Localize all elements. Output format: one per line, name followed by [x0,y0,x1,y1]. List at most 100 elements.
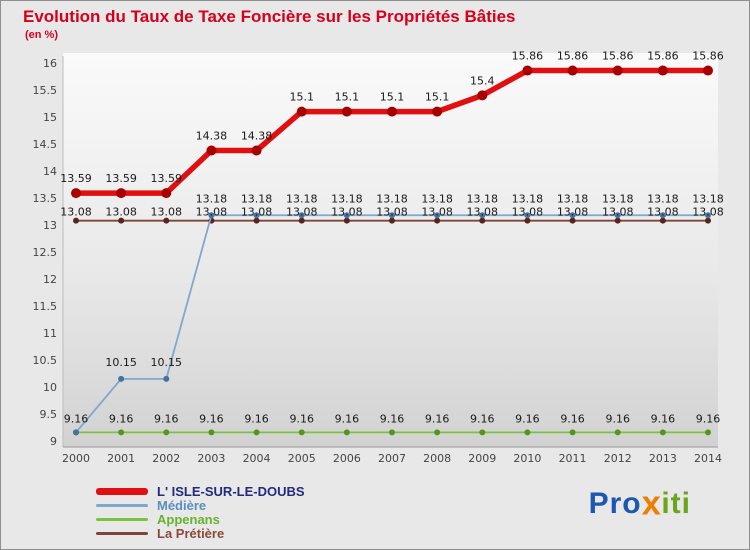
svg-text:13.08: 13.08 [647,206,679,219]
svg-text:13.08: 13.08 [286,206,318,219]
svg-text:2011: 2011 [559,452,587,465]
svg-text:13.18: 13.18 [331,192,363,205]
svg-text:13.08: 13.08 [196,206,228,219]
legend-label-pretiere: La Prétière [157,525,225,541]
svg-text:2005: 2005 [288,452,316,465]
svg-text:11.5: 11.5 [33,300,58,313]
logo-text-x: x [641,484,662,523]
svg-text:13.18: 13.18 [286,192,318,205]
svg-text:2009: 2009 [468,452,496,465]
legend: L' ISLE-SUR-LE-DOUBS Médière Appenans La… [96,483,305,541]
chart-title: Evolution du Taux de Taxe Foncière sur l… [23,7,516,26]
svg-text:9.16: 9.16 [380,412,405,425]
svg-text:15.1: 15.1 [380,91,405,104]
svg-text:15.86: 15.86 [692,50,724,63]
legend-item: Médière [96,497,305,513]
svg-text:13.08: 13.08 [512,206,544,219]
svg-text:2012: 2012 [604,452,632,465]
legend-label-appenans: Appenans [157,511,220,527]
svg-text:2006: 2006 [333,452,361,465]
svg-text:15.86: 15.86 [602,50,634,63]
svg-text:13.59: 13.59 [60,172,92,185]
svg-text:10.15: 10.15 [151,356,183,369]
svg-text:13.5: 13.5 [33,192,58,205]
svg-text:9.16: 9.16 [335,412,360,425]
svg-text:13.08: 13.08 [151,206,183,219]
svg-text:2004: 2004 [243,452,271,465]
legend-item: Appenans [96,511,305,527]
svg-text:9.16: 9.16 [244,412,269,425]
svg-text:2000: 2000 [62,452,90,465]
svg-text:13.18: 13.18 [241,192,273,205]
svg-text:2010: 2010 [513,452,541,465]
svg-text:13.08: 13.08 [557,206,589,219]
proxiti-logo: Proxiti [589,484,691,523]
svg-text:9: 9 [50,435,57,448]
svg-text:13.59: 13.59 [151,172,183,185]
plot-background [63,53,718,447]
svg-text:9.16: 9.16 [470,412,495,425]
svg-text:13.08: 13.08 [376,206,408,219]
legend-swatch-mediere [96,503,148,507]
svg-text:12: 12 [43,273,57,286]
svg-text:13.08: 13.08 [60,206,92,219]
svg-text:15.1: 15.1 [425,91,450,104]
svg-text:13.18: 13.18 [692,192,724,205]
svg-text:10.15: 10.15 [105,356,137,369]
svg-text:2001: 2001 [107,452,135,465]
legend-label-isle: L' ISLE-SUR-LE-DOUBS [157,483,305,499]
svg-text:9.16: 9.16 [651,412,676,425]
chart-subtitle: (en %) [25,29,58,41]
svg-text:13.18: 13.18 [557,192,589,205]
svg-text:2008: 2008 [423,452,451,465]
svg-text:13.18: 13.18 [602,192,634,205]
svg-text:2002: 2002 [152,452,180,465]
svg-text:15.1: 15.1 [335,91,360,104]
svg-text:13.18: 13.18 [196,192,228,205]
svg-text:9.16: 9.16 [154,412,179,425]
svg-text:12.5: 12.5 [33,246,58,259]
svg-text:13.08: 13.08 [467,206,499,219]
svg-text:15.5: 15.5 [33,84,58,97]
svg-text:13: 13 [43,219,57,232]
svg-text:15: 15 [43,111,57,124]
logo-text-iti: iti [661,487,691,520]
svg-text:9.16: 9.16 [696,412,721,425]
svg-text:2003: 2003 [197,452,225,465]
svg-text:9.16: 9.16 [515,412,540,425]
svg-text:9.16: 9.16 [425,412,450,425]
svg-text:13.08: 13.08 [421,206,453,219]
svg-text:9.16: 9.16 [64,412,89,425]
legend-item: L' ISLE-SUR-LE-DOUBS [96,483,305,499]
svg-text:15.86: 15.86 [512,50,544,63]
svg-text:2007: 2007 [378,452,406,465]
svg-text:9.16: 9.16 [289,412,314,425]
svg-text:10: 10 [43,381,57,394]
svg-text:15.4: 15.4 [470,74,495,87]
svg-text:11: 11 [43,327,57,340]
svg-text:14: 14 [43,165,57,178]
legend-swatch-isle [96,487,148,495]
svg-text:13.08: 13.08 [602,206,634,219]
svg-text:16: 16 [43,57,57,70]
svg-text:9.5: 9.5 [40,408,58,421]
svg-text:13.08: 13.08 [692,206,724,219]
svg-text:9.16: 9.16 [560,412,585,425]
svg-text:9.16: 9.16 [109,412,134,425]
svg-text:9.16: 9.16 [605,412,630,425]
svg-text:13.18: 13.18 [512,192,544,205]
legend-label-mediere: Médière [157,497,207,513]
svg-text:13.18: 13.18 [376,192,408,205]
svg-text:2013: 2013 [649,452,677,465]
svg-text:13.59: 13.59 [105,172,137,185]
legend-swatch-appenans [96,517,148,521]
svg-text:14.38: 14.38 [196,129,228,142]
svg-text:15.86: 15.86 [557,50,589,63]
svg-text:15.86: 15.86 [647,50,679,63]
svg-text:14.38: 14.38 [241,129,273,142]
svg-text:13.08: 13.08 [241,206,273,219]
legend-swatch-pretiere [96,531,148,535]
svg-text:15.1: 15.1 [289,91,314,104]
